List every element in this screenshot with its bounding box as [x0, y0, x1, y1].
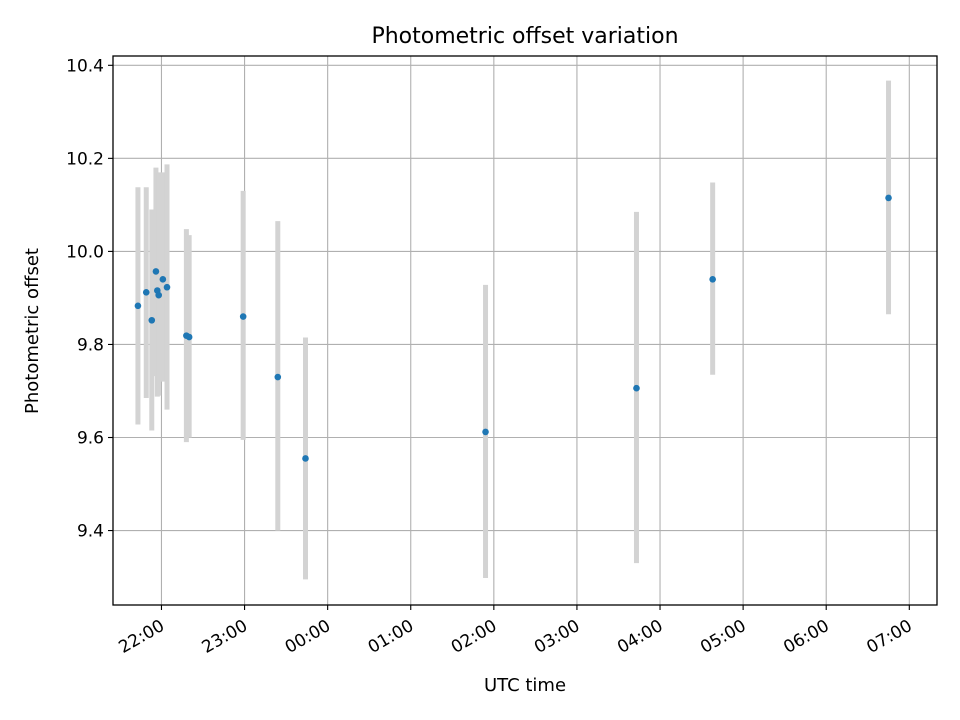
data-point	[885, 194, 892, 202]
data-point	[142, 289, 150, 296]
grid-layer	[113, 56, 937, 605]
data-point	[163, 283, 171, 291]
data-point	[155, 291, 163, 299]
y-tick-label: 10.0	[66, 242, 104, 262]
data-point	[274, 373, 282, 381]
chart-title: Photometric offset variation	[371, 24, 678, 49]
data-point	[159, 276, 167, 283]
data-point	[185, 333, 193, 341]
y-tick-label: 10.4	[66, 56, 104, 76]
x-axis-label: UTC time	[484, 675, 566, 696]
data-point	[709, 276, 716, 283]
data-point	[148, 316, 156, 324]
data-point	[134, 302, 142, 310]
y-axis-label: Photometric offset	[22, 248, 43, 414]
plot-frame	[112, 55, 938, 606]
data-point	[633, 384, 640, 392]
y-tick-label: 9.8	[77, 335, 104, 355]
data-point	[482, 428, 489, 436]
data-point	[152, 268, 160, 275]
y-tick-label: 10.2	[66, 149, 104, 169]
y-tick-label: 9.4	[77, 522, 104, 542]
data-point	[239, 313, 247, 320]
y-tick-label: 9.6	[77, 429, 104, 449]
point-layer	[134, 194, 892, 462]
data-point	[302, 455, 309, 462]
